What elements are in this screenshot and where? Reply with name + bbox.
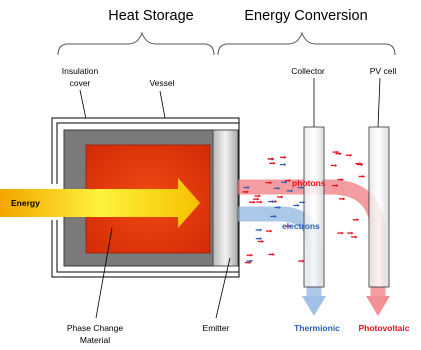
photon-particle-head [334, 163, 338, 167]
emitter-gap-particle-head [269, 181, 273, 185]
emitter-gap-particle-head [253, 200, 256, 204]
emitter-gap-particle-head [259, 237, 263, 241]
emitter-gap-particle-head [278, 205, 282, 209]
photon-particle-head [342, 197, 346, 201]
emitter-gap-particle-head [284, 155, 287, 159]
emitter-gap-particle-head [303, 200, 306, 204]
photon-particle-head [360, 163, 364, 167]
photon-particle-head [341, 178, 344, 182]
photon-particle-head [355, 235, 358, 239]
emitter-gap-particle-head [284, 180, 288, 184]
emitter-gap-particle-head [274, 200, 278, 204]
particle-streams [242, 150, 366, 265]
vessel-label: Vessel [149, 78, 174, 88]
heat-storage-brace [57, 31, 215, 56]
emitter-leader [215, 257, 231, 319]
emitter-gap-particle-head [250, 259, 254, 263]
emitter-gap-particle-head [289, 224, 292, 228]
photon-particle-head [349, 153, 353, 157]
pv-cell [368, 126, 390, 288]
photovoltaic-label: Photovoltaic [358, 323, 409, 333]
emitter [212, 129, 239, 267]
energy-label: Energy [11, 198, 40, 208]
insulation-cover-label-1: Insulation [62, 66, 99, 76]
emitter-gap-particle-head [280, 195, 284, 199]
emitter-gap-particle-head [260, 200, 263, 204]
emitter-gap-particle-head [248, 261, 252, 265]
thermionic-arrowhead [302, 296, 326, 316]
emitter-gap-particle-head [290, 189, 294, 193]
emitter-label: Emitter [203, 323, 230, 333]
thermionic-label: Thermionic [294, 323, 340, 333]
emitter-gap-particle-head [288, 179, 292, 183]
photon-particle-head [336, 184, 339, 188]
insulation-leader [79, 89, 87, 120]
emitter-gap-particle-head [271, 157, 275, 161]
photovoltaic-arrowhead [366, 296, 390, 316]
emitter-gap-particle-head [273, 161, 276, 165]
emitter-gap-particle-head [269, 229, 273, 233]
emitter-gap-particle-head [301, 186, 304, 190]
photon-particle-head [359, 162, 362, 166]
emitter-gap-particle-head [272, 252, 275, 256]
electrons-label: electrons [282, 221, 320, 231]
emitter-gap-particle-head [258, 194, 261, 198]
emitter-gap-particle-head [272, 200, 275, 204]
emitter-gap-particle-head [247, 185, 250, 189]
pcm-leader [95, 227, 113, 319]
emitter-gap-particle-head [259, 228, 263, 232]
photon-particle-head [339, 152, 342, 156]
energy-arrow [0, 178, 200, 228]
insulation-cover-label-2: cover [70, 78, 91, 88]
emitter-gap-particle-head [261, 240, 265, 244]
photon-particle-head [356, 218, 360, 222]
emitter-gap-particle-head [277, 186, 281, 190]
photon-particle-head [341, 231, 344, 235]
photon-particle-head [351, 231, 354, 235]
energy-conversion-title: Energy Conversion [244, 8, 367, 24]
emitter-gap-particle-head [250, 253, 254, 257]
emitter-gap-particle-head [297, 203, 300, 207]
emitter-gap-particle-head [302, 259, 305, 263]
emitter-gap-particle-head [283, 163, 287, 167]
phase-change-label-1: Phase Change [67, 323, 124, 333]
photons-label: photons [292, 178, 326, 188]
heat-storage-title: Heat Storage [108, 8, 193, 24]
collector [303, 126, 325, 288]
energy-conversion-brace [217, 31, 396, 56]
phase-change-label-2: Material [80, 335, 110, 345]
emitter-gap-particle-head [246, 190, 249, 194]
emitter-gap-particle-head [274, 214, 277, 218]
pv-cell-label: PV cell [370, 66, 397, 76]
emitter-gap-particle-head [256, 197, 260, 201]
collector-label: Collector [291, 66, 325, 76]
pv-cell-leader [377, 77, 381, 128]
photon-particle-head [362, 174, 366, 178]
photon-particle-head [336, 150, 340, 154]
